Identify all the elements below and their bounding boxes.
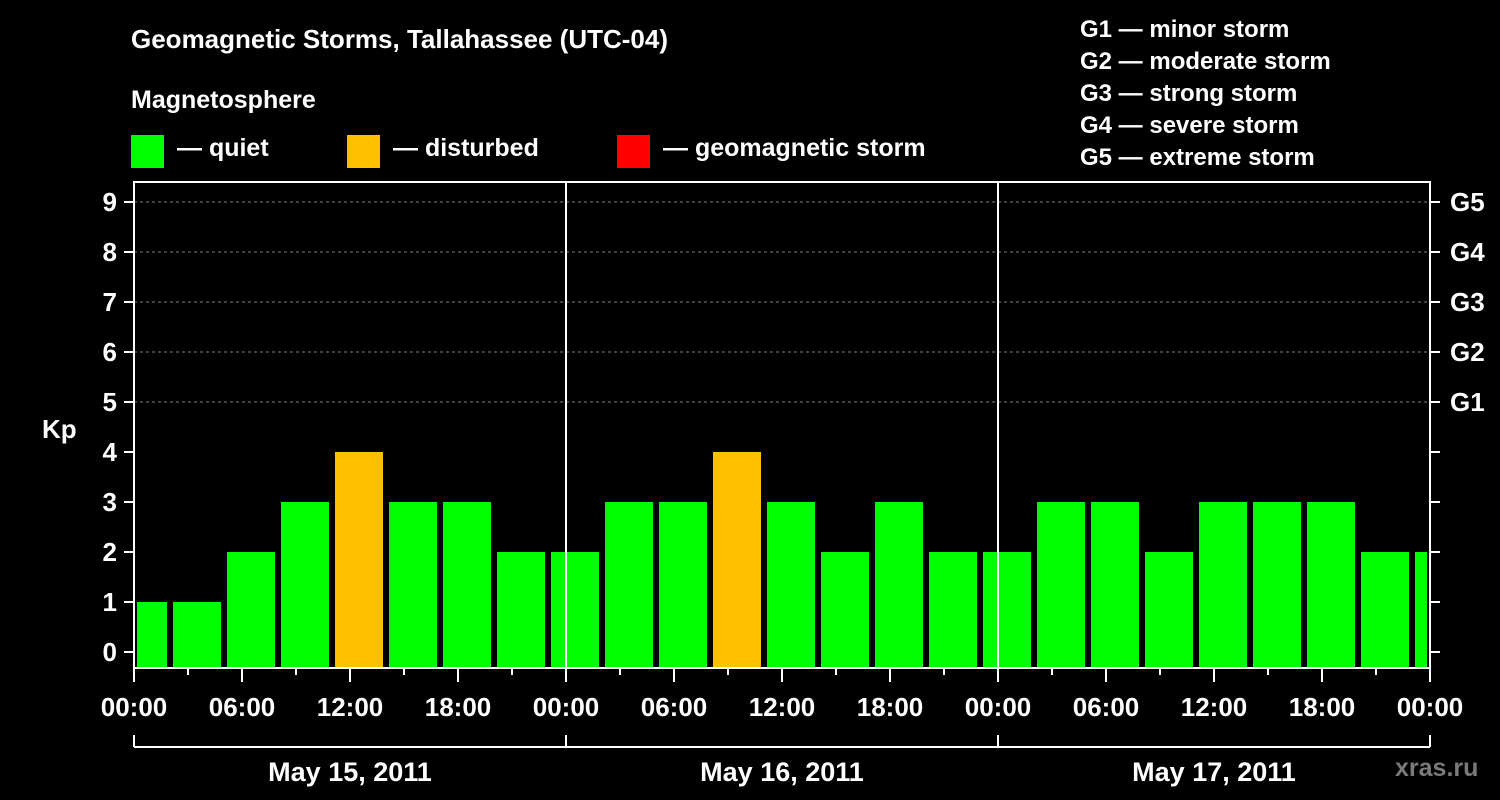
g-level-label: G2 xyxy=(1450,337,1485,367)
bar-24 xyxy=(1361,552,1409,668)
storm-scale-g1: G1 — minor storm xyxy=(1080,16,1290,43)
bar-5 xyxy=(335,452,383,668)
storm-scale-g3: G3 — strong storm xyxy=(1080,80,1298,107)
bar-17 xyxy=(983,552,1031,668)
bar-2 xyxy=(173,602,221,668)
legend-swatch-storm xyxy=(617,135,650,168)
y-tick-label: 9 xyxy=(103,187,117,217)
bar-15 xyxy=(875,502,923,668)
legend-label-disturbed: — disturbed xyxy=(393,134,539,162)
bar-20 xyxy=(1145,552,1193,668)
x-tick-label: 12:00 xyxy=(317,692,384,722)
y-tick-label: 1 xyxy=(103,587,117,617)
bar-series xyxy=(137,452,1427,668)
x-tick-label: 00:00 xyxy=(101,692,168,722)
y-tick-label: 6 xyxy=(103,337,117,367)
x-tick-label: 18:00 xyxy=(857,692,924,722)
bar-13 xyxy=(767,502,815,668)
g-level-label: G5 xyxy=(1450,187,1485,217)
bar-22 xyxy=(1253,502,1301,668)
bar-25 xyxy=(1415,552,1427,668)
x-tick-label: 06:00 xyxy=(1073,692,1140,722)
g-level-label: G1 xyxy=(1450,387,1485,417)
day-label: May 15, 2011 xyxy=(268,757,432,787)
grid-lines xyxy=(134,201,1430,403)
x-tick-label: 00:00 xyxy=(1397,692,1464,722)
x-tick-label: 18:00 xyxy=(425,692,492,722)
y-tick-label: 4 xyxy=(103,437,118,467)
x-tick-label: 00:00 xyxy=(965,692,1032,722)
bar-23 xyxy=(1307,502,1355,668)
legend-swatch-disturbed xyxy=(347,135,380,168)
bar-18 xyxy=(1037,502,1085,668)
bar-11 xyxy=(659,502,707,668)
chart-title: Geomagnetic Storms, Tallahassee (UTC-04) xyxy=(131,24,669,54)
x-tick-label: 18:00 xyxy=(1289,692,1356,722)
bar-19 xyxy=(1091,502,1139,668)
storm-scale-g5: G5 — extreme storm xyxy=(1080,144,1315,171)
bar-10 xyxy=(605,502,653,668)
bar-4 xyxy=(281,502,329,668)
g-level-label: G4 xyxy=(1450,237,1485,267)
y-tick-label: 7 xyxy=(103,287,117,317)
bar-12 xyxy=(713,452,761,668)
watermark: xras.ru xyxy=(1395,754,1479,782)
bar-16 xyxy=(929,552,977,668)
bar-6 xyxy=(389,502,437,668)
x-tick-label: 06:00 xyxy=(209,692,276,722)
x-axis: 00:00 06:00 12:00 18:00 00:00 06:00 12:00 18:00… xyxy=(101,668,1464,787)
legend-heading: Magnetosphere xyxy=(131,86,316,114)
x-tick-label: 00:00 xyxy=(533,692,600,722)
bar-14 xyxy=(821,552,869,668)
g-level-label: G3 xyxy=(1450,287,1485,317)
bar-21 xyxy=(1199,502,1247,668)
day-label: May 16, 2011 xyxy=(700,757,864,787)
legend-label-storm: — geomagnetic storm xyxy=(663,134,926,162)
day-label: May 17, 2011 xyxy=(1132,757,1296,787)
y-tick-label: 2 xyxy=(103,537,117,567)
bar-9 xyxy=(551,552,599,668)
storm-scale-g2: G2 — moderate storm xyxy=(1080,48,1331,75)
x-tick-label: 12:00 xyxy=(749,692,816,722)
legend-swatch-quiet xyxy=(131,135,164,168)
bar-7 xyxy=(443,502,491,668)
y-axis: 0 1 2 3 4 5 6 7 8 9 Kp xyxy=(42,187,134,667)
bar-1 xyxy=(137,602,167,668)
right-axis: G1 G2 G3 G4 G5 xyxy=(1430,187,1485,653)
storm-scale-g4: G4 — severe storm xyxy=(1080,112,1299,139)
storm-scale-legend: G1 — minor storm G2 — moderate storm G3 … xyxy=(1080,14,1331,174)
bar-8 xyxy=(497,552,545,668)
y-tick-label: 8 xyxy=(103,237,117,267)
x-tick-label: 06:00 xyxy=(641,692,708,722)
bar-3 xyxy=(227,552,275,668)
x-tick-label: 12:00 xyxy=(1181,692,1248,722)
legend-label-quiet: — quiet xyxy=(177,134,269,162)
y-tick-label: 5 xyxy=(103,387,117,417)
y-tick-label: 0 xyxy=(103,637,117,667)
y-axis-label: Kp xyxy=(42,414,77,444)
y-tick-label: 3 xyxy=(103,487,117,517)
